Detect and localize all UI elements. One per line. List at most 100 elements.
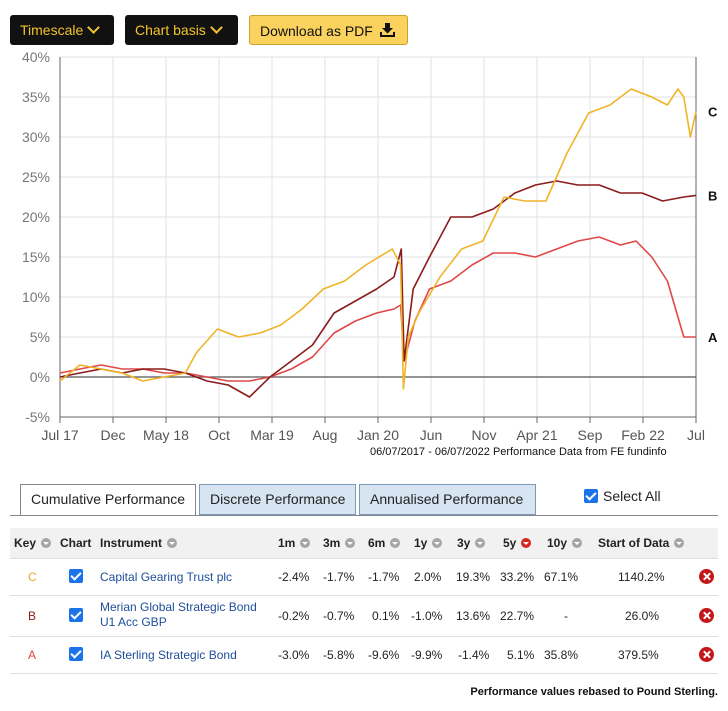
value-start-of-data: 1140.2% <box>618 570 665 584</box>
header-10y[interactable]: 10y <box>547 536 583 550</box>
download-icon <box>379 23 395 38</box>
table-row: C Capital Gearing Trust plc -2.4% -1.7% … <box>10 559 718 596</box>
y-tick-label: 0% <box>30 369 50 385</box>
x-tick-label: Sep <box>578 427 603 443</box>
header-3y[interactable]: 3y <box>457 536 486 550</box>
x-tick-label: Mar 19 <box>250 427 294 443</box>
series-end-label: A <box>708 330 718 345</box>
select-all-checkbox[interactable] <box>584 489 598 503</box>
table-row: B Merian Global Strategic Bond U1 Acc GB… <box>10 596 718 637</box>
sort-icon[interactable] <box>432 537 443 548</box>
chevron-down-icon <box>87 21 101 34</box>
header-1y[interactable]: 1y <box>414 536 443 550</box>
performance-chart: 40% 35% 30% 25% 20% 15% 10% 5% 0% -5% Jul 17 Dec May… <box>22 49 718 443</box>
x-tick-label: Apr 21 <box>516 427 557 443</box>
value-3y: 13.6% <box>456 609 491 623</box>
value-5y: 33.2% <box>500 570 535 584</box>
sort-icon[interactable] <box>41 537 52 548</box>
y-tick-label: -5% <box>25 409 50 425</box>
chart-checkbox[interactable] <box>69 569 83 583</box>
sort-icon[interactable] <box>167 537 178 548</box>
value-3m: -0.7% <box>323 609 355 623</box>
key-label: C <box>28 570 37 584</box>
value-3y: 19.3% <box>456 570 491 584</box>
chart-basis-button[interactable]: Chart basis <box>125 15 238 45</box>
table-header: Key Chart Instrument 1m 3m 6m 1y 3y 5y 1… <box>10 528 718 559</box>
footer-note: Performance values rebased to Pound Ster… <box>470 686 718 698</box>
header-key[interactable]: Key <box>14 536 52 550</box>
chart-basis-label: Chart basis <box>135 22 206 38</box>
sort-icon[interactable] <box>572 537 583 548</box>
x-tick-label: Jul <box>687 427 705 443</box>
instrument-name[interactable]: Merian Global Strategic Bond U1 Acc GBP <box>100 600 257 629</box>
sort-icon[interactable] <box>390 537 401 548</box>
timescale-button[interactable]: Timescale <box>10 15 114 45</box>
value-10y: - <box>564 609 568 623</box>
remove-icon[interactable] <box>699 569 714 584</box>
y-tick-label: 5% <box>30 329 50 345</box>
download-pdf-label: Download as PDF <box>260 23 373 39</box>
x-tick-label: Aug <box>313 427 338 443</box>
select-all-label: Select All <box>603 488 661 504</box>
value-6m: -9.6% <box>368 648 400 662</box>
value-start-of-data: 379.5% <box>618 648 659 662</box>
tab-divider <box>10 515 718 516</box>
header-5y[interactable]: 5y <box>503 536 532 550</box>
value-1y: -1.0% <box>411 609 443 623</box>
tab-discrete-performance[interactable]: Discrete Performance <box>199 484 356 515</box>
instrument-name[interactable]: Capital Gearing Trust plc <box>100 570 233 584</box>
select-all[interactable]: Select All <box>584 488 661 504</box>
series-end-label: B <box>708 188 717 203</box>
remove-icon[interactable] <box>699 608 714 623</box>
value-10y: 35.8% <box>544 648 579 662</box>
series-end-label: C <box>708 104 718 119</box>
period-label: 06/07/2017 - 06/07/2022 Performance Data… <box>370 446 667 458</box>
y-tick-label: 40% <box>22 49 50 65</box>
value-5y: 5.1% <box>507 648 535 662</box>
series-line-c <box>59 88 697 390</box>
value-1m: -0.2% <box>278 609 310 623</box>
value-3m: -5.8% <box>323 648 355 662</box>
x-tick-label: Nov <box>472 427 497 443</box>
header-start-of-data[interactable]: Start of Data <box>598 536 685 550</box>
sort-icon[interactable] <box>300 537 311 548</box>
value-3y: -1.4% <box>458 648 490 662</box>
header-chart: Chart <box>60 536 92 550</box>
header-instrument[interactable]: Instrument <box>100 536 178 550</box>
y-tick-label: 15% <box>22 249 50 265</box>
key-label: A <box>28 648 37 662</box>
series-line-a <box>59 236 696 382</box>
y-tick-label: 25% <box>22 169 50 185</box>
value-1y: -9.9% <box>411 648 443 662</box>
value-1m: -2.4% <box>278 570 310 584</box>
value-6m: -1.7% <box>368 570 400 584</box>
remove-icon[interactable] <box>699 647 714 662</box>
tab-annualised-performance[interactable]: Annualised Performance <box>359 484 536 515</box>
value-6m: 0.1% <box>372 609 400 623</box>
value-1y: 2.0% <box>414 570 442 584</box>
y-tick-label: 30% <box>22 129 50 145</box>
y-tick-label: 35% <box>22 89 50 105</box>
value-5y: 22.7% <box>500 609 535 623</box>
header-3m[interactable]: 3m <box>323 536 356 550</box>
chart-checkbox[interactable] <box>69 608 83 622</box>
y-tick-label: 20% <box>22 209 50 225</box>
value-start-of-data: 26.0% <box>625 609 660 623</box>
tab-cumulative-performance[interactable]: Cumulative Performance <box>20 484 196 516</box>
value-1m: -3.0% <box>278 648 310 662</box>
y-tick-label: 10% <box>22 289 50 305</box>
sort-icon[interactable] <box>674 537 685 548</box>
x-tick-label: Jul 17 <box>41 427 79 443</box>
instrument-name[interactable]: IA Sterling Strategic Bond <box>100 648 237 662</box>
x-tick-label: Jun <box>420 427 443 443</box>
sort-icon[interactable] <box>475 537 486 548</box>
chevron-down-icon <box>209 21 223 34</box>
download-pdf-button[interactable]: Download as PDF <box>249 15 408 45</box>
key-label: B <box>28 609 37 623</box>
header-1m[interactable]: 1m <box>278 536 311 550</box>
x-tick-label: Oct <box>208 427 230 443</box>
sort-active-icon[interactable] <box>521 537 532 548</box>
header-6m[interactable]: 6m <box>368 536 401 550</box>
sort-icon[interactable] <box>345 537 356 548</box>
chart-checkbox[interactable] <box>69 647 83 661</box>
